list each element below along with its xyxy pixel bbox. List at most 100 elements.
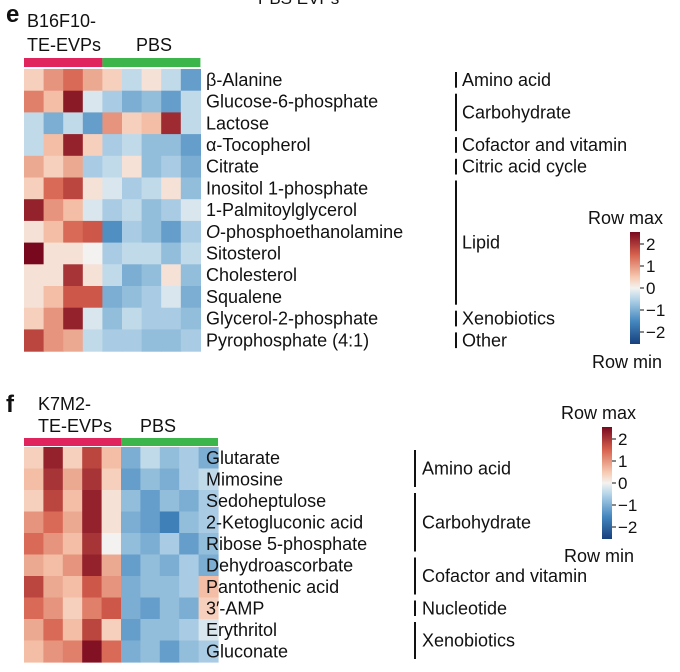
heatmap-cell (82, 533, 103, 556)
heatmap-cell (180, 199, 201, 222)
heatmap-cell (102, 242, 123, 265)
heatmap-cell (43, 220, 64, 244)
row-label: 3′-AMP (206, 598, 264, 618)
heatmap-cell (101, 597, 122, 620)
heatmap-cell (82, 286, 103, 309)
heatmap-cell (24, 69, 45, 92)
category-label: Lipid (462, 233, 500, 253)
heatmap-cell (43, 640, 64, 663)
heatmap-cell (161, 307, 182, 330)
heatmap-cell (102, 199, 123, 222)
heatmap-cell (198, 554, 219, 577)
heatmap-cell (141, 199, 162, 222)
heatmap-cell (102, 155, 123, 179)
heatmap-cell (43, 511, 64, 534)
colorbar-tick-label: 1 (646, 257, 655, 276)
heatmap-cell (63, 242, 84, 265)
heatmap-cell (63, 220, 84, 244)
heatmap-cell (121, 619, 141, 642)
row-label: Citrate (206, 157, 259, 177)
heatmap-cell (161, 242, 182, 265)
heatmap-cell (43, 134, 64, 157)
category-label: Xenobiotics (462, 309, 555, 329)
heatmap-cell (122, 329, 143, 352)
row-label: Cholesterol (206, 265, 297, 285)
group-bar (121, 438, 218, 446)
heatmap-cell (102, 134, 123, 157)
heatmap-cell (43, 447, 64, 470)
heatmap-cell (140, 468, 161, 491)
heatmap-cell (62, 447, 83, 470)
heatmap-cell (24, 112, 45, 135)
heatmap-cell (161, 220, 182, 244)
heatmap-cell (180, 134, 201, 157)
heatmap-cell (24, 307, 45, 330)
heatmap-cell (141, 69, 162, 92)
heatmap-cell (62, 640, 83, 663)
heatmap-cell (140, 490, 161, 513)
heatmap-cell (43, 307, 64, 330)
heatmap-cell (82, 155, 103, 179)
heatmap-cell (198, 468, 219, 491)
heatmap-cell (24, 242, 45, 265)
heatmap-cell (82, 220, 103, 244)
heatmap-cell (24, 329, 45, 352)
heatmap-cell (140, 447, 161, 470)
heatmap-cell (140, 597, 161, 620)
colorbar (602, 427, 612, 539)
row-label: 1-Palmitoylglycerol (206, 200, 357, 220)
heatmap-cell (63, 286, 84, 309)
heatmap-cell (180, 112, 201, 135)
group-bar (102, 58, 201, 67)
heatmap-cell (43, 264, 64, 287)
heatmap-cell (180, 307, 201, 330)
heatmap-cell (159, 640, 180, 663)
heatmap-cell (101, 619, 122, 642)
heatmap-cell (180, 90, 201, 113)
heatmap-cell (161, 177, 182, 200)
heatmap-cell (24, 220, 45, 244)
colorbar-tick-label: 2 (646, 235, 655, 254)
heatmap-cell (159, 511, 180, 534)
heatmap-cell (101, 447, 122, 470)
heatmap-cell (63, 90, 84, 113)
heatmap-cell (122, 286, 143, 309)
heatmap-cell (24, 576, 44, 599)
heatmap-cell (63, 134, 84, 157)
heatmap-cell (62, 597, 83, 620)
heatmap-cell (24, 134, 45, 157)
row-label: Glucose-6-phosphate (206, 92, 378, 112)
heatmap-cell (102, 69, 123, 92)
row-label: Pyrophosphate (4:1) (206, 330, 369, 350)
heatmap-cell (82, 177, 103, 200)
heatmap-cell (63, 307, 84, 330)
heatmap-cell (121, 576, 141, 599)
heatmap-cell (140, 533, 161, 556)
heatmap-cell (161, 90, 182, 113)
colorbar-tick-label: −1 (618, 496, 637, 515)
heatmap-cell (24, 511, 44, 534)
heatmap-cell (102, 264, 123, 287)
heatmap-cell (198, 447, 219, 470)
heatmap-cell (102, 220, 123, 244)
heatmap-cell (62, 468, 83, 491)
row-label: Glutarate (206, 448, 280, 468)
colorbar-tick-label: 0 (646, 279, 655, 298)
row-label: Gluconate (206, 641, 288, 661)
category-label: Cofactor and vitamin (422, 566, 587, 586)
heatmap-cell (43, 576, 64, 599)
row-label: Sedoheptulose (206, 491, 326, 511)
row-label: Dehydroascorbate (206, 555, 353, 575)
heatmap-cell (82, 619, 103, 642)
heatmap-cell (161, 155, 182, 179)
group-label: TE-EVPs (38, 416, 112, 436)
heatmap-cell (121, 597, 141, 620)
category-label: Amino acid (422, 459, 511, 479)
category-label: Xenobiotics (422, 631, 515, 651)
heatmap-cell (179, 468, 200, 491)
heatmap-cell (62, 554, 83, 577)
category-label: Carbohydrate (462, 102, 571, 122)
heatmap-cell (140, 554, 161, 577)
group-label: B16F10- (27, 11, 96, 31)
